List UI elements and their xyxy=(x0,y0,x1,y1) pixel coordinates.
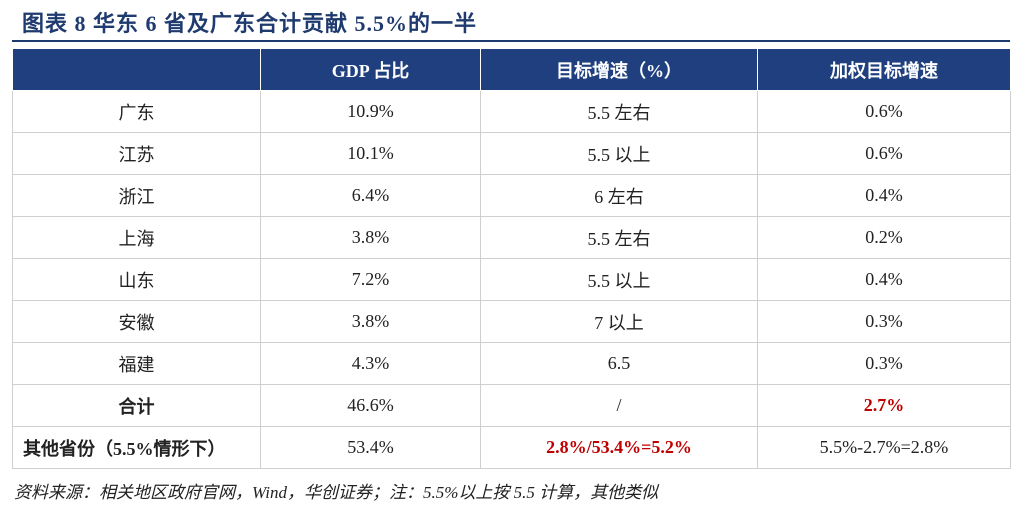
table-cell: 10.9% xyxy=(260,90,481,133)
row-label: 其他省份（5.5%情形下） xyxy=(12,426,261,469)
table-cell: 46.6% xyxy=(260,384,481,427)
table-cell: 5.5 左右 xyxy=(480,216,758,259)
table-cell: 53.4% xyxy=(260,426,481,469)
table-cell: 5.5 以上 xyxy=(480,258,758,301)
data-table: GDP 占比 目标增速（%） 加权目标增速 广东 10.9% 5.5 左右 0.6% 江苏 1… xyxy=(12,48,1011,469)
source-note: 资料来源：相关地区政府官网，Wind，华创证券；注：5.5%以上按 5.5 计算… xyxy=(14,483,659,502)
table-cell: 0.2% xyxy=(757,216,1011,259)
table-cell: 3.8% xyxy=(260,300,481,343)
table-row: 福建 4.3% 6.5 0.3% xyxy=(12,342,1011,385)
table-cell: 7.2% xyxy=(260,258,481,301)
header-row: GDP 占比 目标增速（%） 加权目标增速 xyxy=(12,48,1011,91)
table-cell: 2.8%/53.4%=5.2% xyxy=(480,426,758,469)
row-label: 江苏 xyxy=(12,132,261,175)
table-cell: 6.5 xyxy=(480,342,758,385)
table-cell: 4.3% xyxy=(260,342,481,385)
table-cell: 6 左右 xyxy=(480,174,758,217)
column-header: 加权目标增速 xyxy=(757,48,1011,91)
row-label: 上海 xyxy=(12,216,261,259)
table-cell: 6.4% xyxy=(260,174,481,217)
header-cell xyxy=(12,48,261,91)
table-cell: 5.5 以上 xyxy=(480,132,758,175)
column-header: 目标增速（%） xyxy=(480,48,758,91)
table-row: 上海 3.8% 5.5 左右 0.2% xyxy=(12,216,1011,259)
table-cell: 0.4% xyxy=(757,258,1011,301)
table-cell: / xyxy=(480,384,758,427)
table-cell: 7 以上 xyxy=(480,300,758,343)
table-row: 广东 10.9% 5.5 左右 0.6% xyxy=(12,90,1011,133)
row-label: 山东 xyxy=(12,258,261,301)
table-cell: 0.4% xyxy=(757,174,1011,217)
table-cell: 3.8% xyxy=(260,216,481,259)
table-cell: 0.3% xyxy=(757,300,1011,343)
table-cell: 5.5%-2.7%=2.8% xyxy=(757,426,1011,469)
figure-title: 图表 8 华东 6 省及广东合计贡献 5.5%的一半 xyxy=(22,11,478,36)
row-label: 浙江 xyxy=(12,174,261,217)
table-row: 浙江 6.4% 6 左右 0.4% xyxy=(12,174,1011,217)
row-label: 合计 xyxy=(12,384,261,427)
table-cell: 10.1% xyxy=(260,132,481,175)
table-cell: 5.5 左右 xyxy=(480,90,758,133)
row-label: 福建 xyxy=(12,342,261,385)
row-label: 广东 xyxy=(12,90,261,133)
table-body: 广东 10.9% 5.5 左右 0.6% 江苏 10.1% 5.5 以上 0.6% 浙江 6.4%… xyxy=(12,90,1011,469)
table-cell: 0.6% xyxy=(757,132,1011,175)
table-cell: 0.3% xyxy=(757,342,1011,385)
table-row: 江苏 10.1% 5.5 以上 0.6% xyxy=(12,132,1011,175)
table-cell: 0.6% xyxy=(757,90,1011,133)
table-row: 合计 46.6%/2.7% xyxy=(12,384,1011,427)
table-row: 其他省份（5.5%情形下） 53.4% 2.8%/53.4%=5.2% 5.5%-2.… xyxy=(12,426,1011,469)
table-row: 安徽 3.8% 7 以上 0.3% xyxy=(12,300,1011,343)
row-label: 安徽 xyxy=(12,300,261,343)
column-header: GDP 占比 xyxy=(260,48,481,91)
table-cell: 2.7% xyxy=(757,384,1011,427)
table-row: 山东 7.2% 5.5 以上 0.4% xyxy=(12,258,1011,301)
title-rule xyxy=(12,40,1010,42)
